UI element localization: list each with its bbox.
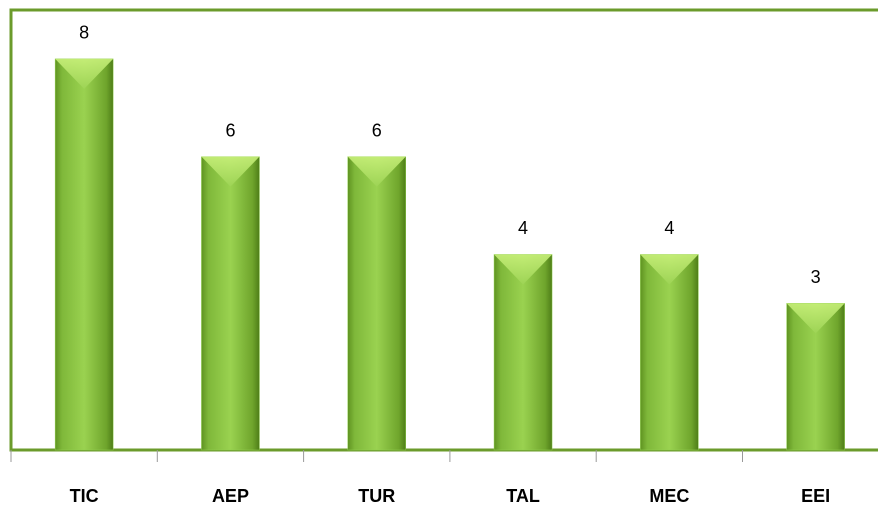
x-tick-label: AEP: [212, 486, 249, 506]
value-label: 3: [811, 267, 821, 287]
x-tick-label: MEC: [649, 486, 689, 506]
bar: [54, 58, 114, 451]
plot-frame: [9, 8, 878, 452]
bar: [347, 156, 406, 451]
value-label: 4: [518, 218, 528, 238]
value-label: 8: [79, 23, 89, 43]
bar: [493, 254, 553, 451]
x-tick-label: EEI: [801, 486, 830, 506]
bar-bevel: [347, 156, 406, 187]
value-label: 4: [664, 218, 674, 238]
bar-bevel: [55, 58, 114, 89]
value-label: 6: [225, 120, 235, 140]
bar-bevel: [640, 254, 699, 285]
value-label: 6: [372, 120, 382, 140]
x-tick-label: TUR: [358, 486, 395, 506]
x-tick-label: TIC: [70, 486, 99, 506]
bar-bevel: [201, 156, 260, 187]
bar-bevel: [494, 254, 553, 285]
bar: [640, 254, 699, 451]
x-tick-label: TAL: [506, 486, 540, 506]
bar: [201, 156, 260, 451]
bar-bevel: [786, 303, 845, 334]
